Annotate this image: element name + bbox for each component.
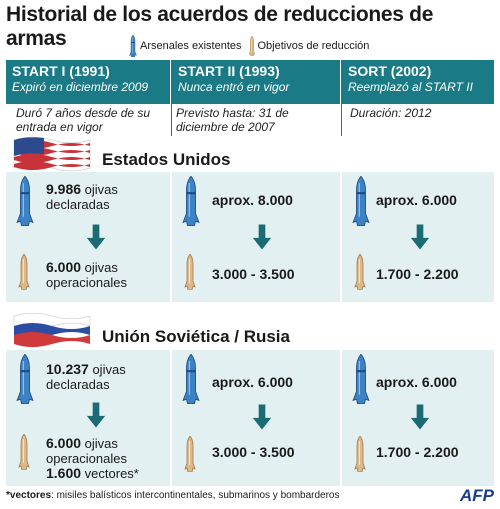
- usa-start1-target: 6.000 ojivas operacionales: [46, 259, 170, 291]
- missile-tan-icon: [18, 254, 30, 290]
- cell-usa-sort: aprox. 6.000 1.700 - 2.200: [342, 172, 494, 302]
- value-unit: vectores*: [84, 466, 139, 481]
- treaty-note: Previsto hasta: 31 de diciembre de 2007: [176, 106, 289, 134]
- value-number: 10.237: [46, 361, 89, 377]
- down-arrow-icon: [410, 404, 430, 430]
- missile-blue-icon: [352, 176, 370, 226]
- russia-flag-icon: [13, 312, 91, 347]
- missile-blue-icon: [128, 35, 138, 57]
- legend: Arsenales existentes Objetivos de reducc…: [128, 33, 369, 59]
- down-arrow-icon: [86, 402, 106, 428]
- treaty-note: Duración: 2012: [350, 106, 432, 120]
- treaty-name: START II (1993): [178, 63, 280, 79]
- treaty-header-sort: SORT (2002) Reemplazó al START II: [342, 60, 494, 104]
- treaty-name: START I (1991): [12, 63, 110, 79]
- value-unit: ojivas: [84, 436, 118, 451]
- afp-logo: AFP: [460, 486, 494, 505]
- treaty-name: SORT (2002): [348, 63, 432, 79]
- divider: [171, 60, 172, 136]
- value-desc: declaradas: [46, 197, 110, 212]
- usa-sort-target: 1.700 - 2.200: [376, 266, 459, 282]
- value-unit: ojivas: [84, 182, 118, 197]
- legend-item-existing: Arsenales existentes: [128, 35, 242, 57]
- russia-sort-target: 1.700 - 2.200: [376, 444, 459, 460]
- down-arrow-icon: [252, 224, 272, 250]
- country-russia: Unión Soviética / Rusia: [102, 327, 290, 346]
- missile-blue-icon: [182, 354, 200, 404]
- missile-blue-icon: [182, 176, 200, 226]
- value-desc: declaradas: [46, 377, 110, 392]
- value-number: 1.600: [46, 465, 82, 481]
- legend-label-existing: Arsenales existentes: [140, 40, 242, 52]
- russia-start1-existing: 10.237 ojivas declaradas: [46, 361, 166, 393]
- missile-tan-icon: [184, 436, 196, 472]
- footnote: *vectores: misiles balísticos interconti…: [6, 490, 340, 501]
- treaty-status: Expiró en diciembre 2009: [12, 80, 149, 94]
- cell-usa-start1: 9.986 ojivas declaradas 6.000 ojivas ope…: [6, 172, 170, 302]
- usa-start2-existing: aprox. 8.000: [212, 192, 293, 208]
- value-number: 9.986: [46, 181, 82, 197]
- down-arrow-icon: [410, 224, 430, 250]
- value-unit: ojivas: [84, 260, 118, 275]
- missile-blue-icon: [352, 354, 370, 404]
- value-desc: operacionales: [46, 451, 127, 466]
- legend-item-target: Objetivos de reducción: [248, 36, 370, 56]
- cell-russia-sort: aprox. 6.000 1.700 - 2.200: [342, 350, 494, 486]
- usa-start1-existing: 9.986 ojivas declaradas: [46, 181, 166, 213]
- russia-start2-existing: aprox. 6.000: [212, 374, 293, 390]
- russia-start1-target: 6.000 ojivas operacionales 1.600 vectore…: [46, 435, 170, 482]
- missile-tan-icon: [354, 254, 366, 290]
- russia-sort-existing: aprox. 6.000: [376, 374, 457, 390]
- value-desc: operacionales: [46, 275, 127, 290]
- treaty-header-start2: START II (1993) Nunca entró en vigor: [172, 60, 340, 104]
- usa-flag-icon: [13, 136, 91, 172]
- cell-usa-start2: aprox. 8.000 3.000 - 3.500: [172, 172, 340, 302]
- down-arrow-icon: [252, 404, 272, 430]
- missile-tan-icon: [248, 36, 256, 56]
- footnote-text: : misiles balísticos intercontinentales,…: [51, 490, 340, 501]
- cell-russia-start1: 10.237 ojivas declaradas 6.000 ojivas op…: [6, 350, 170, 486]
- russia-start2-target: 3.000 - 3.500: [212, 444, 295, 460]
- missile-blue-icon: [16, 176, 34, 226]
- missile-blue-icon: [16, 354, 34, 404]
- value-number: 6.000: [46, 435, 82, 451]
- footnote-term: *vectores: [6, 490, 52, 501]
- value-number: 6.000: [46, 259, 82, 275]
- treaty-header-start1: START I (1991) Expiró en diciembre 2009: [6, 60, 170, 104]
- treaty-status: Nunca entró en vigor: [178, 80, 290, 94]
- country-usa: Estados Unidos: [102, 150, 231, 169]
- missile-tan-icon: [184, 254, 196, 290]
- usa-start2-target: 3.000 - 3.500: [212, 266, 295, 282]
- value-unit: ojivas: [92, 362, 126, 377]
- usa-sort-existing: aprox. 6.000: [376, 192, 457, 208]
- missile-tan-icon: [18, 434, 30, 470]
- cell-russia-start2: aprox. 6.000 3.000 - 3.500: [172, 350, 340, 486]
- divider: [341, 60, 342, 136]
- missile-tan-icon: [354, 436, 366, 472]
- page-title: Historial de los acuerdos de reducciones…: [6, 3, 434, 50]
- treaty-status: Reemplazó al START II: [348, 80, 473, 94]
- down-arrow-icon: [86, 224, 106, 250]
- treaty-note: Duró 7 años desde de su entrada en vigor: [16, 106, 151, 134]
- legend-label-target: Objetivos de reducción: [257, 40, 370, 52]
